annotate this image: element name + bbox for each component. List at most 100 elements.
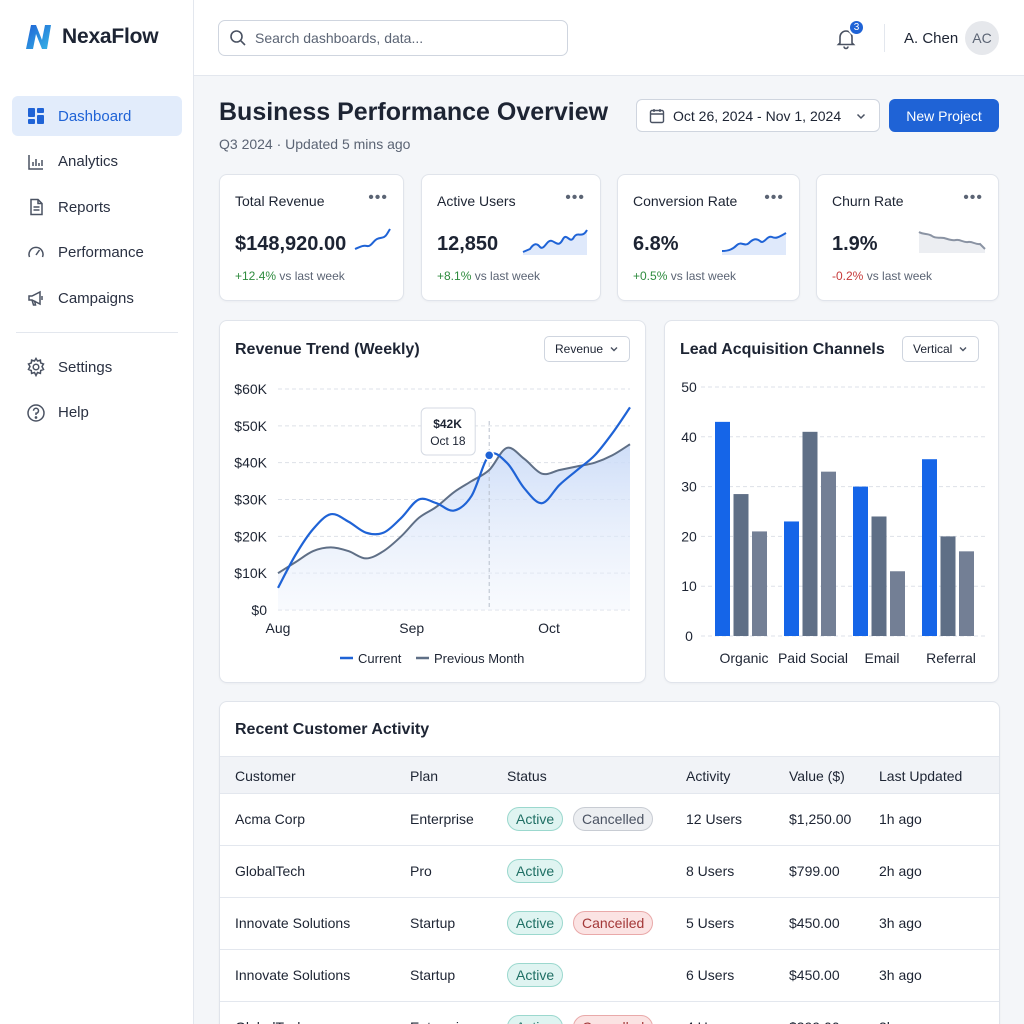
sparkline [918,231,986,253]
bar-referral-1 [922,459,937,636]
more-options-icon[interactable]: ••• [764,189,784,206]
chevron-down-icon [610,347,618,352]
plan-cell: Enterprise [410,811,474,827]
activity-cell: 8 Users [686,863,735,879]
table-row[interactable]: Acma Corp Enterprise Active Cancelled 12 Use… [220,794,999,846]
app-name: NexaFlow [62,25,159,48]
sidebar-item-label: Campaigns [58,289,134,307]
y-tick-label: $50K [234,418,267,434]
more-options-icon[interactable]: ••• [565,189,585,206]
column-header[interactable]: Customer [235,768,296,784]
column-header[interactable]: Value ($) [789,768,845,784]
tooltip-date: Oct 18 [430,434,466,448]
customer-cell: Acma Corp [235,811,306,827]
x-tick-label: Oct [538,620,560,636]
plan-cell: Enterprise [410,1019,474,1024]
kpi-delta: +0.5% vs last week [633,269,736,283]
series-line-current [277,406,631,589]
x-tick-label: Referral [926,650,976,666]
kpi-label: Total Revenue [235,193,325,209]
sidebar-item-help[interactable]: Help [12,393,182,433]
customer-cell: Innovate Solutions [235,967,351,983]
lead-channels-panel: Lead Acquisition Channels Vertical 0 10 20… [664,320,999,683]
select-value: Vertical [913,342,953,356]
legend-label-previous-month: Previous Month [434,651,524,666]
kpi-card-total-revenue: Total Revenue ••• $148,920.00 +12.4% vs … [219,174,404,301]
logo[interactable]: NexaFlow [24,24,159,50]
panel-title: Revenue Trend (Weekly) [235,341,420,358]
gear-icon [26,357,46,378]
kpi-value: 12,850 [437,233,499,255]
sidebar-item-dashboard[interactable]: Dashboard [12,96,182,136]
panel-title: Recent Customer Activity [235,721,430,738]
topbar: 3 A. Chen AC [194,0,1024,76]
customer-cell: GlobalTech [235,863,306,879]
revenue-line-chart: $0 $10K $20K $30K $40K $50K $60K Aug Sep Oct $42K O… [234,381,631,666]
status-badge: Active [507,1015,564,1024]
status-badge: Active [507,859,564,883]
notification-badge: 3 [848,19,865,36]
grid-icon [26,106,46,126]
user-name[interactable]: A. Chen [904,30,959,47]
search-box[interactable] [218,20,568,56]
column-header[interactable]: Last Updated [879,768,963,784]
date-range-picker[interactable]: Oct 26, 2024 - Nov 1, 2024 [636,99,880,132]
orientation-select[interactable]: Vertical [902,336,980,362]
bar-organic-2 [733,494,749,636]
kpi-label: Churn Rate [832,193,904,209]
chevron-down-icon [959,347,967,352]
y-tick-label: 40 [681,429,697,445]
revenue-metric-select[interactable]: Revenue [544,336,631,362]
y-tick-label: 10 [681,578,697,594]
sidebar: NexaFlow Dashboard Analytics Reports Per… [0,0,194,1024]
y-tick-label: 20 [681,528,697,544]
sidebar-item-reports[interactable]: Reports [12,187,182,227]
kpi-delta: +8.1% vs last week [437,269,540,283]
plan-cell: Startup [410,967,456,983]
sidebar-divider [16,332,178,334]
more-options-icon[interactable]: ••• [368,189,388,206]
bar-email-1 [853,486,868,636]
sidebar-item-settings[interactable]: Settings [12,347,182,387]
sidebar-item-analytics[interactable]: Analytics [12,142,182,182]
column-header[interactable]: Activity [686,768,731,784]
sidebar-item-label: Dashboard [58,107,132,125]
x-tick-label: Email [864,650,899,666]
customer-cell: GlobalTech [235,1019,305,1024]
updated-cell: 3h ago [879,1019,922,1024]
search-input[interactable] [255,30,555,46]
activity-cell: 5 Users [686,915,735,931]
column-header[interactable]: Plan [410,768,439,784]
series-line-previous-month [277,443,631,575]
sidebar-item-label: Help [58,404,89,422]
more-options-icon[interactable]: ••• [963,189,983,206]
kpi-label: Active Users [437,193,516,209]
plan-cell: Startup [410,915,456,931]
nexaflow-logo-icon [26,25,51,49]
table-row[interactable]: GlobalTech Pro Active 8 Users $799.00 2h ago [220,846,999,898]
status-badge: Active [507,807,564,831]
updated-cell: 1h ago [879,811,922,827]
megaphone-icon [26,288,46,308]
column-header[interactable]: Status [507,768,547,784]
revenue-trend-panel: Revenue Trend (Weekly) Revenue $0 $10K $20… [219,320,646,683]
sidebar-nav: Dashboard Analytics Reports Performance … [12,96,182,439]
kpi-value: $148,920.00 [235,233,347,255]
table-row[interactable]: Innovate Solutions Startup Active Canceiled… [220,898,999,950]
new-project-button[interactable]: New Project [889,99,999,132]
tooltip-box [420,407,476,456]
value-cell: $450.00 [789,915,840,931]
sidebar-item-campaigns[interactable]: Campaigns [12,278,182,318]
legend-label-current: Current [358,651,402,666]
kpi-delta-suffix: vs last week [471,269,541,283]
table-row[interactable]: GlobalTech Enterprise Active Cancelled 4 Use… [220,1002,999,1024]
bar-organic-3 [752,531,767,636]
kpi-delta-value: +8.1% [437,269,472,283]
value-cell: $399.00 [789,1019,840,1024]
y-tick-label: $40K [234,455,267,471]
kpi-delta-value: -0.2% [832,269,864,283]
sidebar-item-performance[interactable]: Performance [12,233,182,273]
panel-title: Lead Acquisition Channels [680,341,885,358]
table-row[interactable]: Innovate Solutions Startup Active 6 Users $4… [220,950,999,1002]
avatar[interactable]: AC [965,21,999,55]
